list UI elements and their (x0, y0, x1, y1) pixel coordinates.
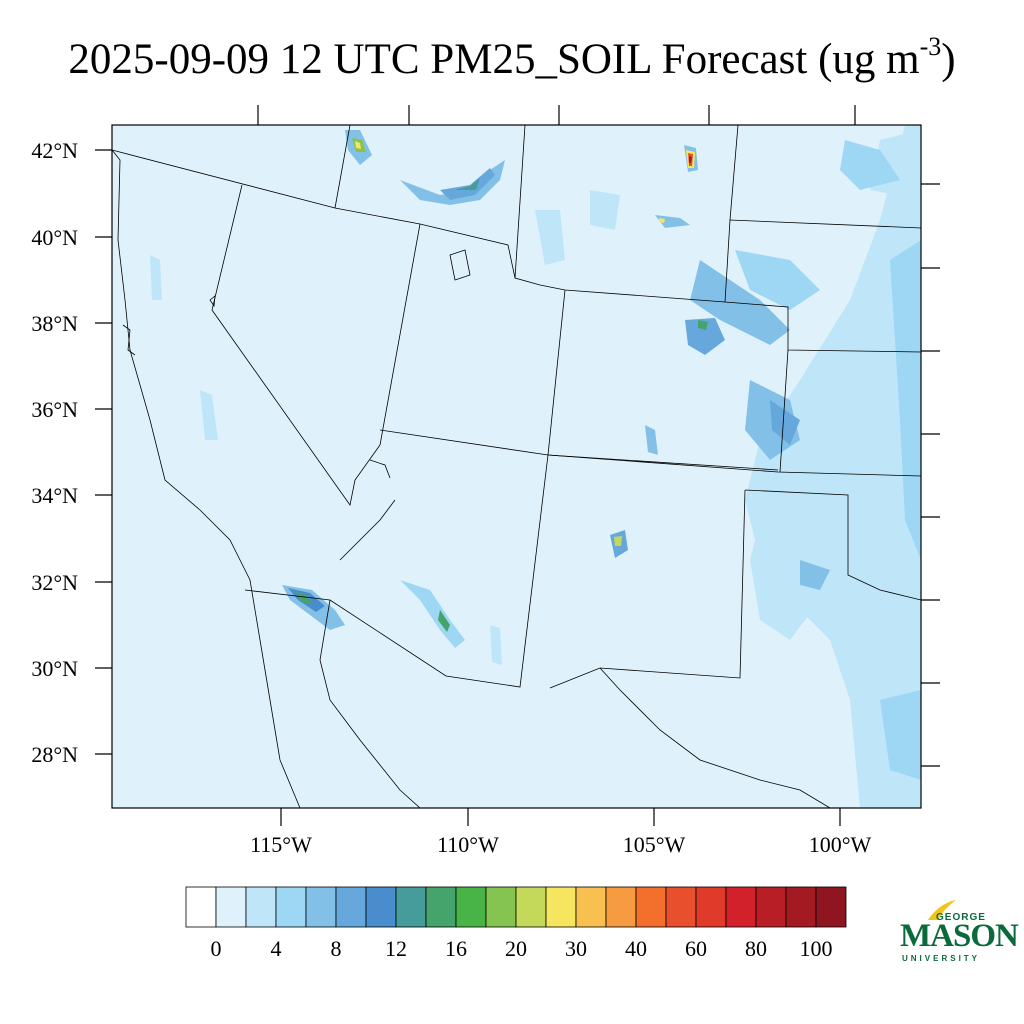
colorbar-swatch (335, 886, 367, 928)
latitude-labels: 42°N 40°N 38°N 36°N 34°N 32°N 30°N 28°N (31, 138, 78, 767)
colorbar-swatch (635, 886, 667, 928)
lat-label: 42°N (31, 138, 78, 163)
title-close: ) (941, 36, 956, 83)
right-ticks (921, 183, 940, 767)
lon-label: 105°W (623, 832, 686, 857)
colorbar-label: 60 (685, 936, 707, 961)
lat-label: 38°N (31, 311, 78, 336)
lat-label: 28°N (31, 742, 78, 767)
title-text: 2025-09-09 12 UTC PM25_SOIL Forecast (ug… (68, 36, 920, 83)
lon-label: 110°W (437, 832, 499, 857)
colorbar-swatch (395, 886, 427, 928)
colorbar-label: 16 (445, 936, 467, 961)
colorbar-swatch (455, 886, 487, 928)
logo-mason: MASON (900, 918, 1019, 954)
gmu-logo: GEORGE MASON UNIVERSITY (898, 896, 1019, 968)
title-exponent: -3 (919, 32, 942, 61)
colorbar-swatch (275, 886, 307, 928)
colorbar-swatch (575, 886, 607, 928)
lat-label: 30°N (31, 656, 78, 681)
colorbar-swatch (815, 886, 847, 928)
lat-label: 32°N (31, 570, 78, 595)
colorbar-labels: 0 4 8 12 16 20 30 40 60 80 100 (211, 936, 833, 961)
chart-title: 2025-09-09 12 UTC PM25_SOIL Forecast (ug… (0, 30, 1024, 90)
colorbar-swatch (785, 886, 817, 928)
colorbar-label: 0 (211, 936, 222, 961)
boundaries (112, 125, 921, 808)
colorbar-label: 20 (505, 936, 527, 961)
lat-label: 40°N (31, 225, 78, 250)
colorbar-swatch (695, 886, 727, 928)
lat-label: 36°N (31, 397, 78, 422)
colorbar-swatch (185, 886, 217, 928)
colorbar-swatch (665, 886, 697, 928)
colorbar-swatch (365, 886, 397, 928)
logo-swoosh-icon (928, 900, 956, 920)
colorbar-swatch (545, 886, 577, 928)
logo-george: GEORGE (936, 912, 986, 923)
map-frame (111, 124, 922, 809)
colorbar-swatch (245, 886, 277, 928)
lon-label: 100°W (809, 832, 872, 857)
colorbar-swatch (755, 886, 787, 928)
colorbar-label: 100 (800, 936, 833, 961)
colorbar-label: 80 (745, 936, 767, 961)
colorbar-swatch (605, 886, 637, 928)
bottom-ticks (280, 808, 841, 826)
logo-university: UNIVERSITY (902, 954, 981, 963)
lat-label: 34°N (31, 483, 78, 508)
concentration-field (150, 125, 921, 808)
colorbar-swatch (515, 886, 547, 928)
colorbar-swatch (305, 886, 337, 928)
left-ticks (95, 149, 112, 755)
colorbar-swatch (485, 886, 517, 928)
colorbar-label: 30 (565, 936, 587, 961)
colorbar-label: 4 (271, 936, 282, 961)
colorbar (185, 886, 847, 928)
colorbar-swatch (425, 886, 457, 928)
longitude-labels: 115°W 110°W 105°W 100°W (250, 832, 871, 857)
lon-label: 115°W (250, 832, 312, 857)
colorbar-label: 12 (385, 936, 407, 961)
colorbar-label: 8 (331, 936, 342, 961)
colorbar-swatch (215, 886, 247, 928)
colorbar-label: 40 (625, 936, 647, 961)
top-ticks (257, 105, 856, 125)
colorbar-swatch (725, 886, 757, 928)
